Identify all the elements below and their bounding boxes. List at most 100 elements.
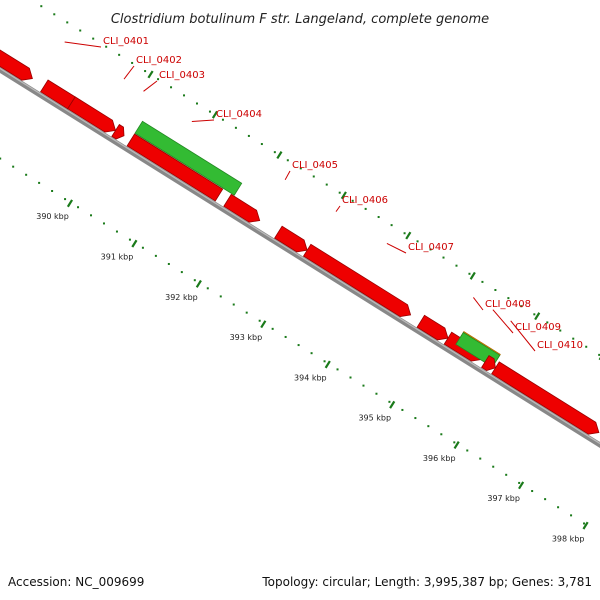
genome-backbone [0,67,600,448]
rna-feature-block [134,120,243,196]
outer-dot [286,159,289,162]
gene-label: CLI_0407 [408,242,454,253]
map-title: Clostridium botulinum F str. Langeland, … [111,12,489,27]
outer-dot [53,13,56,16]
leader-line [123,65,135,80]
outer-dot [403,232,406,235]
outer-dot [351,199,354,202]
outer-dot [105,45,108,48]
inner-major-tick [195,279,202,288]
outer-dot [364,207,367,210]
outer-major-tick [211,110,219,119]
tick-label: 392 kbp [165,293,198,302]
inner-dot [362,384,365,387]
inner-dot [479,457,482,460]
outer-dot [598,353,600,356]
outer-dot [533,313,536,316]
outer-dot [338,191,341,194]
gene-label: CLI_0402 [136,55,182,66]
outer-major-tick [469,271,476,280]
inner-major-tick [324,360,331,369]
outer-dot [312,175,315,178]
inner-dot [297,344,300,347]
leader-line [284,170,291,181]
leader-line [191,119,215,123]
inner-major-tick [518,481,525,490]
outer-dot [195,102,198,105]
inner-dot [323,360,326,363]
gene-label: CLI_0409 [515,322,561,333]
outer-dot [468,272,471,275]
inner-dot [453,441,456,444]
inner-major-tick [453,441,460,450]
inner-dot [349,376,352,379]
tick-label: 398 kbp [552,534,585,543]
cds-feature-block [223,193,261,223]
inner-tick-ring [0,157,589,530]
inner-dot [258,319,261,322]
outer-major-tick [534,312,541,321]
inner-dot [232,303,235,306]
inner-dot [466,449,469,452]
inner-major-tick [260,320,267,329]
inner-dot [310,352,313,355]
inner-major-tick [131,239,138,248]
inner-dot [388,400,391,403]
inner-dot [180,271,183,274]
inner-major-tick [389,400,396,409]
inner-major-tick [582,521,589,530]
inner-dot [401,408,404,411]
cds-feature-block [0,49,33,81]
inner-dot [206,287,209,290]
outer-major-tick [405,231,412,240]
outer-major-tick [340,191,347,200]
leader-line [386,242,407,254]
leader-line [64,41,102,48]
inner-dot [284,335,287,338]
outer-dot [546,321,549,324]
inner-dot [557,506,560,509]
inner-dot [492,465,495,468]
outer-dot [144,70,147,73]
outer-dot [221,118,224,121]
leader-line [335,205,341,212]
outer-dot [170,86,173,89]
inner-dot [583,522,586,525]
tick-label: 394 kbp [294,373,327,382]
outer-dot [79,29,82,32]
inner-dot [219,295,222,298]
inner-dot [154,254,157,257]
inner-dot [90,214,93,217]
inner-dot [336,368,339,371]
genome-summary-text: Topology: circular; Length: 3,995,387 bp… [261,575,592,589]
outer-dot [559,329,562,332]
outer-dot [494,289,497,292]
outer-dot [455,264,458,267]
outer-major-tick [276,151,283,159]
gene-label: CLI_0405 [292,160,338,171]
cds-feature-block [491,361,600,435]
inner-dot [245,311,248,314]
cds-feature-block [302,243,412,318]
outer-dot [429,248,432,251]
leader-line [143,80,158,92]
outer-dot [416,240,419,243]
inner-dot [64,198,67,201]
outer-dot [507,297,510,300]
inner-dot [427,425,430,428]
gene-label: CLI_0408 [485,299,531,310]
leader-line [492,309,514,334]
cds-feature-block [481,355,496,372]
outer-dot [183,94,186,97]
inner-dot [115,230,118,233]
cds-feature-block [67,96,117,133]
outer-dot [585,345,588,348]
tick-label-group: 390 kbp 391 kbp 392 kbp 393 kbp 394 kbp 395 k… [36,212,585,543]
outer-dot [234,126,237,129]
cds-feature-block [416,314,449,341]
outer-dot [390,224,393,227]
inner-dot [128,238,131,241]
gene-label: CLI_0410 [537,340,583,351]
outer-dot [247,134,250,137]
